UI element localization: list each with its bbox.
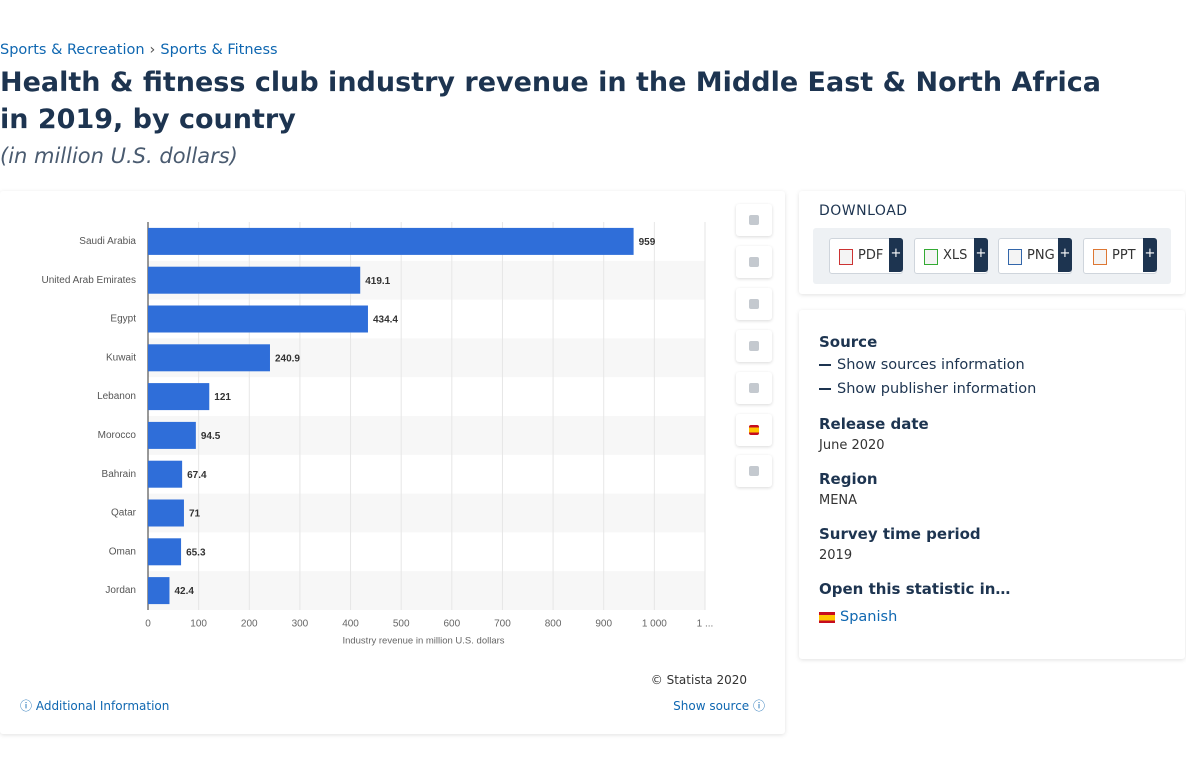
value: MENA: [819, 493, 858, 508]
language-button[interactable]: [736, 414, 772, 446]
value-label: 71: [189, 509, 201, 520]
x-tick-label: 600: [443, 619, 460, 630]
subtitle: (in million U.S. dollars): [0, 144, 238, 168]
bar: [148, 383, 210, 411]
value-label: 419.1: [365, 276, 390, 287]
bar: [148, 421, 196, 449]
bar: [148, 460, 183, 488]
x-tick-label: 800: [545, 619, 562, 630]
show-source-text: Show source: [673, 699, 750, 713]
download-button[interactable]: PNG +: [998, 238, 1072, 274]
separator: ›: [149, 42, 156, 58]
breadcrumb[interactable]: Sports & Fitness: [160, 42, 278, 58]
x-tick-label: 400: [342, 619, 359, 630]
x-tick-label: 300: [292, 619, 309, 630]
additional-info[interactable]: ⓘ Additional Information: [20, 699, 170, 713]
details-card: Source Show sources information Show pub…: [799, 310, 1185, 659]
plus: +: [974, 238, 988, 272]
heading: Release date: [819, 415, 929, 433]
x-axis-label: Industry revenue in million U.S. dollars: [342, 636, 504, 647]
copyright: © Statista 2020: [650, 673, 747, 687]
format: XLS: [943, 248, 968, 263]
x-tick-label: 0: [145, 619, 151, 630]
bar: [148, 577, 170, 605]
heading: Source: [819, 333, 878, 351]
title: Health & fitness club industry revenue i…: [0, 67, 1101, 135]
y-tick-label: Morocco: [98, 430, 137, 441]
y-tick-label: Lebanon: [97, 391, 136, 402]
row-band: [148, 571, 705, 610]
download-bar: PDF + XLS + PNG + PPT +: [813, 228, 1171, 284]
show-sources-link[interactable]: Show sources information: [819, 357, 1025, 373]
download-title: DOWNLOAD: [819, 203, 908, 219]
heading: Survey time period: [819, 525, 981, 543]
x-tick-label: 1 ...: [697, 619, 714, 630]
cite-button[interactable]: [736, 372, 772, 404]
y-tick-label: Jordan: [105, 585, 136, 596]
x-tick-label: 1 000: [642, 619, 667, 630]
value-label: 65.3: [186, 547, 206, 558]
row-band: [148, 416, 705, 455]
plus: +: [889, 238, 903, 272]
value-label: 121: [214, 392, 231, 403]
y-tick-label: Qatar: [111, 508, 137, 519]
heading: Open this statistic in…: [819, 580, 1011, 598]
y-tick-label: Bahrain: [102, 469, 136, 480]
value-label: 959: [639, 237, 656, 248]
download-button[interactable]: PDF +: [829, 238, 903, 274]
x-tick-label: 200: [241, 619, 258, 630]
heading: Region: [819, 470, 878, 488]
show-publisher-link[interactable]: Show publisher information: [819, 381, 1036, 397]
breadcrumb[interactable]: Sports & Recreation: [0, 42, 145, 58]
bar: [148, 344, 270, 372]
format: PNG: [1027, 248, 1055, 263]
value-label: 42.4: [174, 586, 194, 597]
row-band: [148, 493, 705, 533]
value: 2019: [819, 548, 853, 563]
format: PPT: [1112, 248, 1136, 263]
bar: [148, 305, 368, 333]
y-tick-label: Kuwait: [106, 352, 136, 363]
y-tick-label: Oman: [109, 546, 136, 557]
language-link[interactable]: Spanish: [819, 609, 897, 625]
value-label: 67.4: [187, 470, 207, 481]
notify-button[interactable]: [736, 246, 772, 278]
chart-card: 0 100 200 300 400 500 600 700 800 900 1 000 1 ... In…: [0, 191, 785, 734]
x-tick-label: 700: [494, 619, 511, 630]
language: Spanish: [840, 609, 898, 625]
chart: 0 100 200 300 400 500 600 700 800 900 1 000 1 ... In…: [42, 222, 714, 647]
plus: +: [1058, 238, 1072, 272]
breadcrumbs: Sports & Recreation › Sports & Fitness: [0, 42, 278, 58]
show-source[interactable]: Show source ⓘ: [673, 699, 765, 713]
x-tick-label: 500: [393, 619, 410, 630]
value-label: 240.9: [275, 353, 300, 364]
y-tick-label: United Arab Emirates: [42, 275, 137, 286]
bar: [148, 266, 361, 294]
plus: +: [1143, 238, 1157, 272]
settings-button[interactable]: [736, 288, 772, 320]
value-label: 434.4: [373, 315, 398, 326]
share-button[interactable]: [736, 330, 772, 362]
value-label: 94.5: [201, 431, 221, 442]
bar: [148, 538, 182, 566]
print-button[interactable]: [736, 455, 772, 487]
favorite-button[interactable]: [736, 204, 772, 236]
download-card: DOWNLOAD PDF + XLS + PNG + PPT +: [799, 191, 1185, 294]
download-button[interactable]: PPT +: [1083, 238, 1157, 274]
download-button[interactable]: XLS +: [914, 238, 988, 274]
x-tick-label: 900: [595, 619, 612, 630]
bar: [148, 227, 634, 255]
value: June 2020: [819, 438, 885, 453]
bar: [148, 499, 184, 527]
y-tick-label: Saudi Arabia: [79, 236, 136, 247]
additional-info-text: Additional Information: [35, 699, 170, 713]
x-tick-label: 100: [190, 619, 207, 630]
y-tick-label: Egypt: [110, 314, 136, 325]
format: PDF: [858, 248, 884, 263]
